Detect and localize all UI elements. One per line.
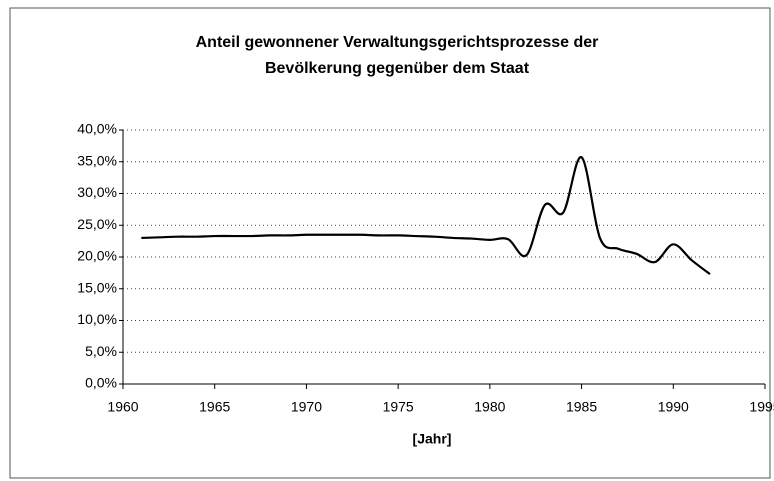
x-tick-label: 1995 — [749, 399, 774, 415]
chart-title: Anteil gewonnener Verwaltungsgerichtspro… — [196, 34, 599, 51]
x-tick-label: 1990 — [658, 399, 689, 415]
x-axis-label: [Jahr] — [413, 431, 452, 447]
y-tick-label: 15,0% — [77, 279, 117, 295]
x-tick-label: 1965 — [199, 399, 230, 415]
y-tick-label: 40,0% — [77, 121, 117, 137]
y-tick-label: 30,0% — [77, 184, 117, 200]
x-tick-label: 1975 — [383, 399, 414, 415]
x-tick-label: 1970 — [291, 399, 322, 415]
y-tick-label: 10,0% — [77, 311, 117, 327]
chart-frame — [9, 7, 771, 479]
y-tick-label: 20,0% — [77, 248, 117, 264]
x-tick-label: 1960 — [107, 399, 138, 415]
x-tick-label: 1980 — [474, 399, 505, 415]
chart-title: Bevölkerung gegenüber dem Staat — [265, 60, 530, 77]
x-tick-label: 1985 — [566, 399, 597, 415]
y-tick-label: 25,0% — [77, 216, 117, 232]
y-tick-label: 0,0% — [85, 375, 117, 391]
line — [141, 156, 711, 276]
y-tick-label: 35,0% — [77, 152, 117, 168]
y-tick-label: 5,0% — [85, 343, 117, 359]
